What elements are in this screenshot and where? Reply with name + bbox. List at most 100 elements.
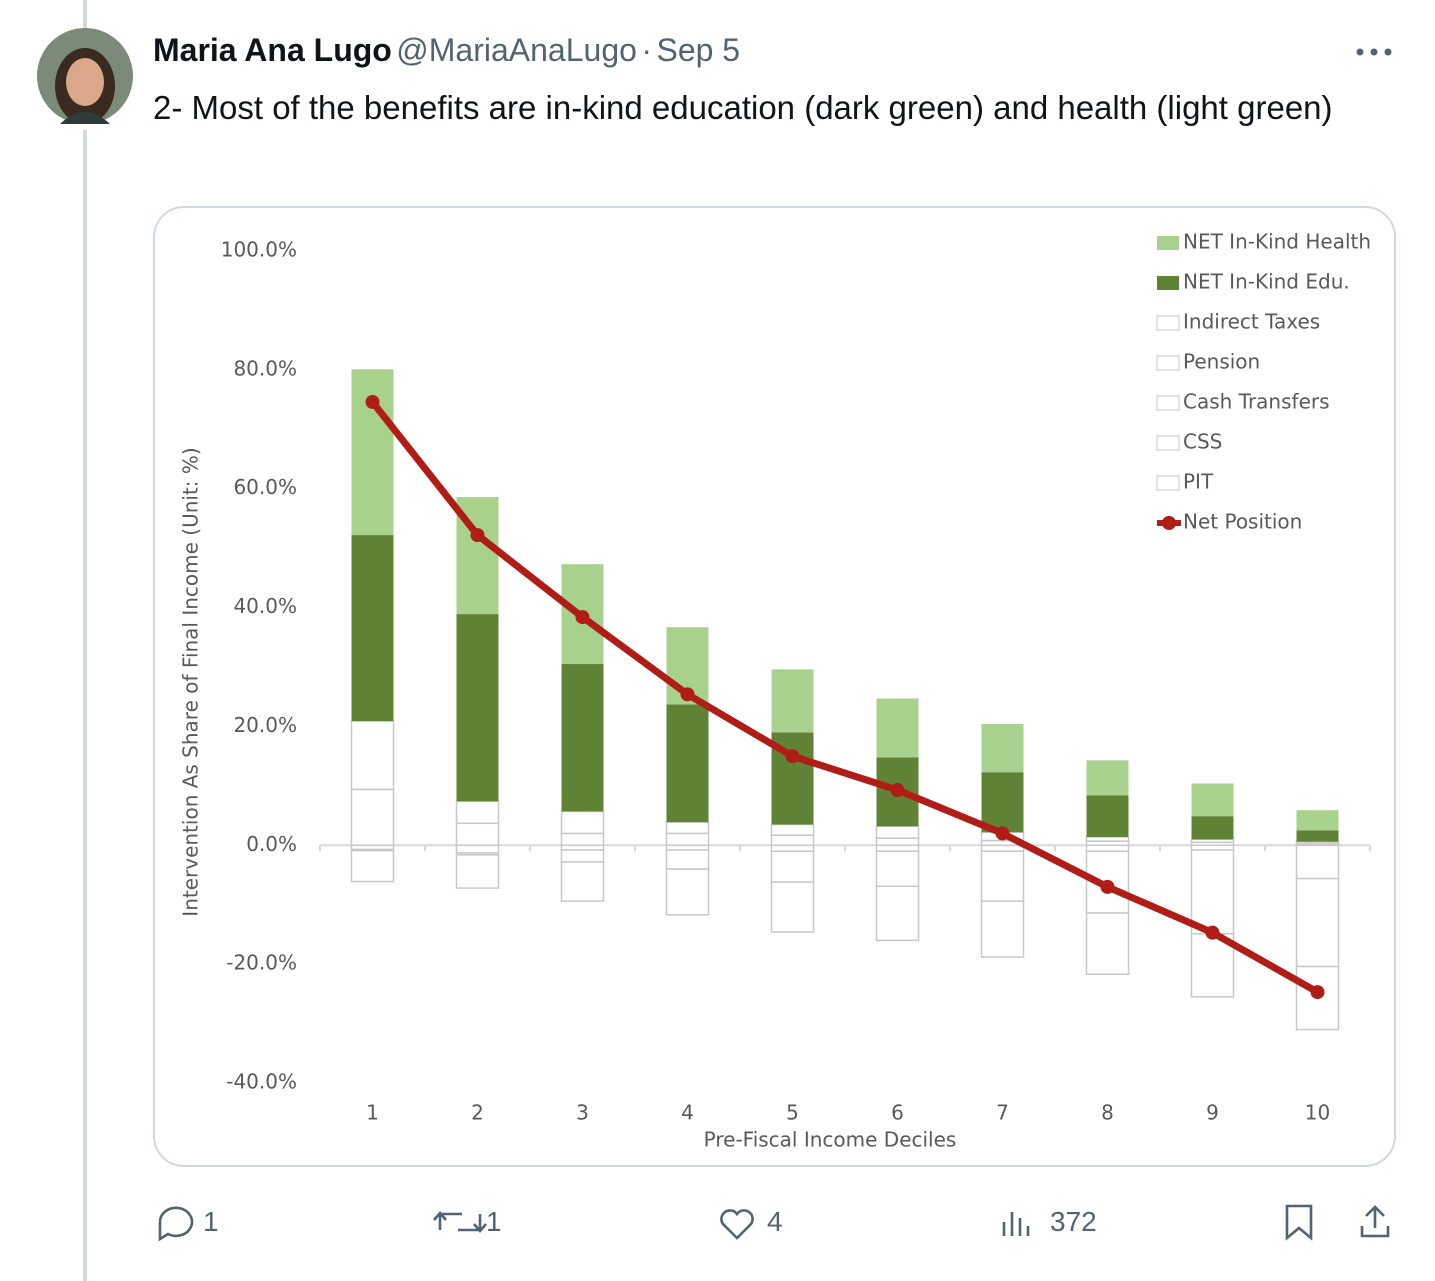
y-tick-label: 40.0% — [233, 594, 297, 618]
bar-segment — [981, 772, 1024, 833]
bar-segment — [350, 849, 395, 883]
separator: · — [641, 32, 653, 68]
x-tick-label: 4 — [681, 1101, 694, 1125]
x-tick-label: 10 — [1305, 1101, 1330, 1125]
x-tick-label: 3 — [576, 1101, 589, 1125]
legend-label: Cash Transfers — [1183, 390, 1330, 414]
y-tick-label: -20.0% — [226, 951, 297, 975]
x-axis-label: Pre-Fiscal Income Deciles — [704, 1128, 957, 1152]
footer-icons — [158, 1204, 1390, 1242]
x-tick-label: 5 — [786, 1101, 799, 1125]
legend-swatch — [1157, 236, 1179, 250]
views-icon[interactable] — [1002, 1212, 1030, 1236]
legend-swatch — [1156, 395, 1180, 411]
legend-swatch — [1156, 435, 1180, 451]
x-tick-label: 8 — [1101, 1101, 1114, 1125]
bar-segment — [560, 832, 605, 847]
net-point — [995, 826, 1010, 841]
bar-segment — [875, 885, 920, 942]
reply-count: 1 — [203, 1206, 219, 1237]
legend-label: Pension — [1183, 350, 1260, 374]
bar-segment — [980, 900, 1025, 958]
retweet-count: 1 — [486, 1206, 502, 1237]
legend-label: CSS — [1183, 430, 1222, 454]
share-icon[interactable] — [1360, 1205, 1390, 1238]
bar-segment — [770, 844, 815, 852]
net-point — [680, 687, 695, 702]
bar-segment — [665, 832, 710, 847]
x-tick-label: 7 — [996, 1101, 1009, 1125]
legend-swatch — [1156, 475, 1180, 491]
bar-segment — [350, 720, 395, 791]
bar-segment — [1296, 830, 1339, 842]
bar-segment — [1190, 849, 1235, 935]
bar-segment — [455, 822, 500, 847]
legend-swatch — [1157, 276, 1179, 290]
retweet-icon[interactable] — [433, 1211, 487, 1233]
net-point — [1310, 985, 1325, 1000]
bar-segment — [1295, 877, 1340, 968]
bar-segment — [875, 825, 920, 839]
like-icon[interactable] — [720, 1209, 754, 1240]
bar-segment — [980, 850, 1025, 902]
bar-segment — [560, 849, 605, 863]
net-point — [575, 610, 590, 625]
tweet-text: 2- Most of the benefits are in-kind educ… — [153, 89, 1333, 126]
x-tick-label: 9 — [1206, 1101, 1219, 1125]
bar-segment — [560, 810, 605, 835]
tweet-date[interactable]: Sep 5 — [656, 32, 741, 68]
bar-segment — [455, 854, 500, 889]
net-point — [1100, 879, 1115, 894]
bar-segment — [1190, 838, 1235, 844]
author-handle[interactable]: @MariaAnaLugo — [396, 32, 637, 68]
author-name[interactable]: Maria Ana Lugo — [153, 32, 392, 68]
bar-segment — [876, 698, 919, 758]
y-tick-label: 20.0% — [233, 713, 297, 737]
bar-segment — [1085, 844, 1130, 852]
legend-label: NET In-Kind Health — [1183, 230, 1371, 254]
net-point — [1205, 925, 1220, 940]
legend-swatch — [1156, 355, 1180, 371]
y-axis-label: Intervention As Share of Final Income (U… — [179, 447, 203, 916]
bar-segment — [1191, 783, 1234, 817]
bar-segment — [561, 664, 604, 812]
more-menu[interactable] — [1356, 48, 1392, 56]
bar-segment — [770, 823, 815, 836]
bar-segment — [981, 724, 1024, 773]
view-count: 372 — [1050, 1206, 1097, 1237]
net-point — [890, 783, 905, 798]
bar-segment — [351, 535, 394, 722]
bar-segment — [1295, 844, 1340, 880]
y-tick-label: 60.0% — [233, 475, 297, 499]
bar-segment — [1295, 840, 1340, 845]
bar-segment — [456, 614, 499, 802]
bar-segment — [350, 788, 395, 847]
reply-icon[interactable] — [158, 1206, 194, 1242]
net-point — [365, 394, 380, 409]
bar-segment — [1191, 816, 1234, 840]
net-line — [369, 399, 1320, 996]
bar-segment — [351, 369, 394, 536]
net-point — [785, 749, 800, 764]
bar-segment — [1085, 912, 1130, 975]
bar-segment — [666, 704, 709, 823]
y-tick-label: 100.0% — [221, 238, 297, 262]
y-tick-label: -40.0% — [226, 1070, 297, 1094]
bar-segment — [455, 844, 500, 854]
bar-segment — [770, 881, 815, 933]
bar-segment — [771, 669, 814, 733]
like-count: 4 — [767, 1206, 783, 1237]
bar-segment — [1086, 760, 1129, 796]
x-tick-label: 2 — [471, 1101, 484, 1125]
bookmark-icon[interactable] — [1285, 1204, 1313, 1241]
bar-segment — [455, 800, 500, 825]
legend-swatch — [1156, 315, 1180, 331]
bar-segment — [665, 821, 710, 835]
bar-segment — [980, 844, 1025, 852]
x-tick-label: 6 — [891, 1101, 904, 1125]
bar-segment — [770, 834, 815, 847]
bar-segment — [665, 849, 710, 870]
avatar[interactable] — [37, 28, 133, 124]
legend-label: Net Position — [1183, 510, 1302, 534]
